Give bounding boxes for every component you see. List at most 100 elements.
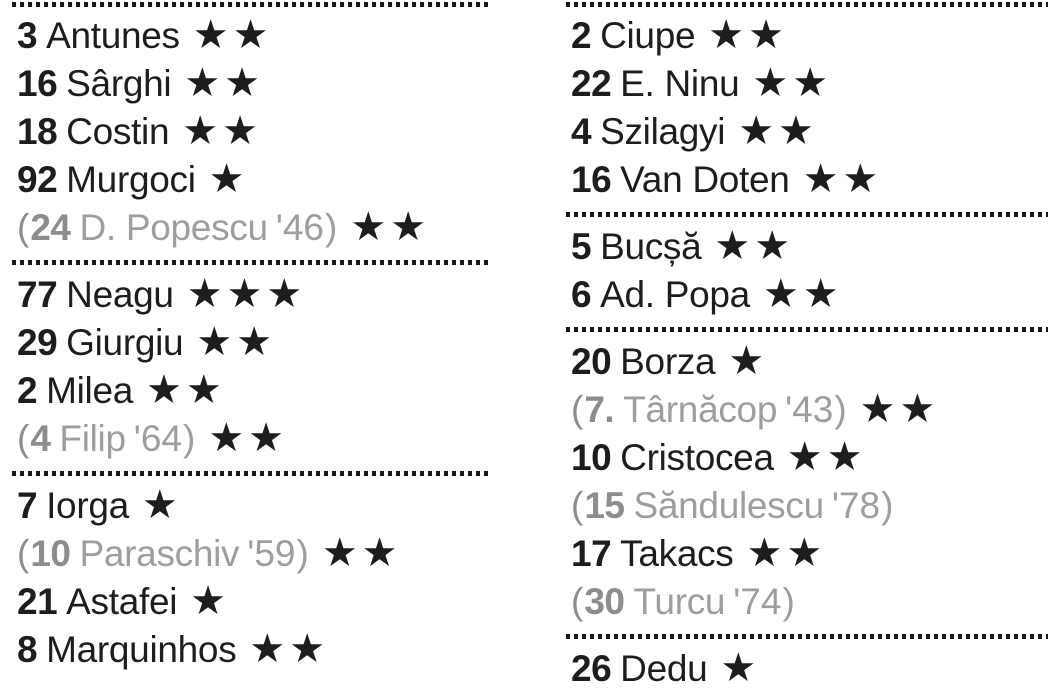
close-paren: ) [325,207,338,248]
dotted-divider [566,634,1048,639]
player-number: 2 [571,15,592,56]
substitute-player-row: (15 Săndulescu '78) [566,482,1048,530]
dotted-divider [566,2,1048,7]
star-rating: ★ [208,156,249,202]
home-team-column: 3 Antunes ★★ 16 Sârghi ★★ 18 Costin ★★ 92 Murgoci ★… [12,0,492,674]
star-rating: ★★ [762,271,843,317]
player-name: Ciupe [600,15,696,56]
star-rating: ★★ [184,60,265,106]
player-number: 18 [17,111,58,152]
open-paren: ( [17,418,30,459]
dotted-divider [566,327,1048,332]
player-name: Marquinhos [46,629,237,670]
player-name: D. Popescu [79,207,268,248]
close-paren: ) [834,389,847,430]
player-row: 2 Ciupe ★★ [566,12,1048,60]
player-number: 10 [30,533,71,574]
player-number: 7 [17,485,38,526]
player-name: Ad. Popa [600,274,750,315]
star-rating: ★ [190,578,231,624]
away-team-column: 2 Ciupe ★★ 22 E. Ninu ★★ 4 Szilagyi ★★ 16 Van Dote… [566,0,1048,693]
player-number: 17 [571,533,612,574]
player-number: 15 [584,485,625,526]
player-number: 4 [571,111,592,152]
star-rating: ★★ [182,108,262,154]
substitution-minute: '78 [831,485,881,526]
substitute-player-row: (4 Filip '64) ★★ [12,415,492,463]
player-row: 16 Sârghi ★★ [12,60,492,108]
player-name: Milea [46,370,133,411]
player-row: 5 Bucșă ★★ [566,223,1048,271]
star-rating: ★★ [738,108,818,154]
player-row: 4 Szilagyi ★★ [566,108,1048,156]
open-paren: ( [571,581,584,622]
player-name: Neagu [66,274,174,315]
player-number: 10 [571,437,612,478]
player-number: 20 [571,341,612,382]
player-name: Borza [620,341,716,382]
lineup-block: 5 Bucșă ★★ 6 Ad. Popa ★★ [566,223,1048,319]
player-row: 10 Cristocea ★★ [566,434,1048,482]
player-name: Antunes [46,15,180,56]
close-paren: ) [782,581,795,622]
star-rating: ★★★ [186,271,307,317]
substitution-minute: '59 [247,533,296,574]
player-name: Filip [59,418,126,459]
player-name: Dedu [620,648,708,689]
player-number: 77 [17,274,58,315]
player-row: 2 Milea ★★ [12,367,492,415]
player-number: 24 [30,207,71,248]
player-name: Săndulescu [633,485,824,526]
lineup-block: 26 Dedu ★ [566,645,1048,693]
player-number: 30 [584,581,625,622]
player-row: 22 E. Ninu ★★ [566,60,1048,108]
dotted-divider [12,260,492,265]
player-number: 5 [571,226,592,267]
player-row: 21 Astafei ★ [12,578,492,626]
lineup-block: 20 Borza ★(7. Târnăcop '43) ★★ 10 Cristocea ★★(1… [566,338,1048,626]
open-paren: ( [571,485,584,526]
player-name: Szilagyi [600,111,726,152]
player-number: 21 [17,581,58,622]
player-row: 7 Iorga ★ [12,482,492,530]
player-name: Astafei [66,581,178,622]
player-row: 6 Ad. Popa ★★ [566,271,1048,319]
star-rating: ★★ [321,530,402,576]
substitution-minute: '64 [133,418,182,459]
player-row: 8 Marquinhos ★★ [12,626,492,674]
player-number: 26 [571,648,612,689]
star-rating: ★★ [146,367,226,413]
player-row: 18 Costin ★★ [12,108,492,156]
star-rating: ★★ [746,530,827,576]
lineup-block: 7 Iorga ★(10 Paraschiv '59) ★★ 21 Astafei ★ 8 Marq… [12,482,492,674]
player-row: 17 Takacs ★★ [566,530,1048,578]
star-rating: ★ [141,482,182,528]
substitution-minute: '46 [275,207,324,248]
player-name: Giurgiu [66,322,184,363]
open-paren: ( [17,533,30,574]
player-number: 16 [17,63,58,104]
star-rating: ★★ [859,386,940,432]
substitution-minute: '74 [733,581,782,622]
player-name: Bucșă [600,226,702,267]
player-name: Paraschiv [79,533,240,574]
player-number: 3 [17,15,38,56]
substitute-player-row: (24 D. Popescu '46) ★★ [12,204,492,252]
star-rating: ★★ [350,204,431,250]
player-row: 92 Murgoci ★ [12,156,492,204]
player-name: Costin [66,111,170,152]
player-number: 7. [584,389,615,430]
player-name: Sârghi [66,63,172,104]
star-rating: ★★ [208,415,289,461]
player-number: 4 [30,418,51,459]
player-name: Târnăcop [623,389,778,430]
player-number: 29 [17,322,58,363]
open-paren: ( [571,389,584,430]
star-rating: ★★ [192,12,273,58]
star-rating: ★★ [708,12,788,58]
substitute-player-row: (30 Turcu '74) [566,578,1048,626]
star-rating: ★ [720,645,761,691]
close-paren: ) [182,418,196,459]
player-number: 16 [571,159,612,200]
